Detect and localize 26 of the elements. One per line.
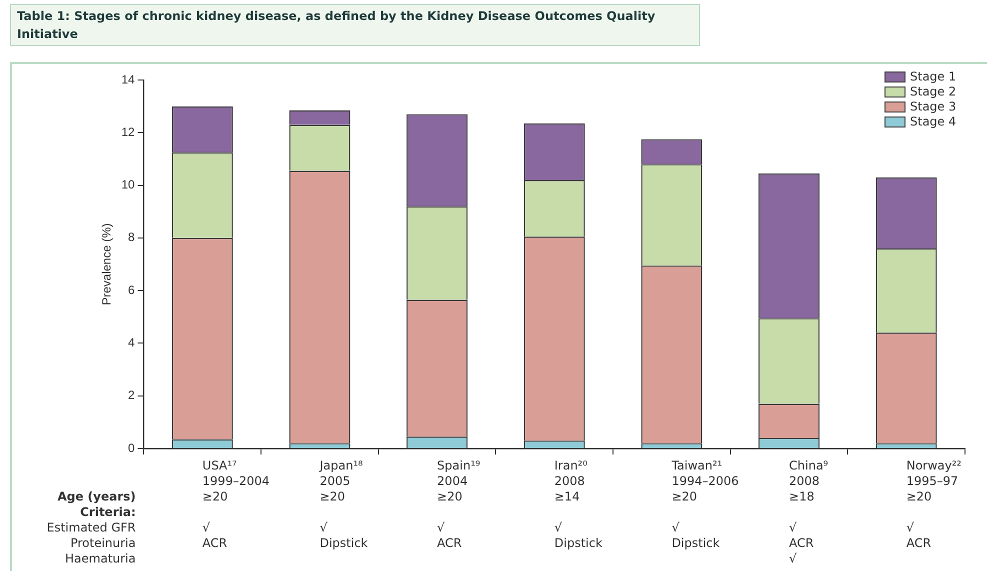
y-tick-label: 14: [121, 72, 136, 86]
category-label: Norway²² 1995–97 ≥20 √ ACR: [906, 458, 962, 550]
text: Proteinuria: [70, 536, 136, 550]
text: Estimated GFR: [46, 520, 136, 534]
y-tick-label: 6: [128, 282, 136, 297]
text: Age (years): [57, 489, 136, 504]
y-tick-label: 12: [121, 124, 136, 139]
text: Haematuria: [65, 551, 136, 566]
chart-title: Table 1: Stages of chronic kidney disease, as defined by the Kidney Disease Outcomes Quality Initiative: [10, 4, 700, 46]
category-label: Spain¹⁹ 2004 ≥20 √ ACR: [437, 458, 480, 550]
y-tick-label: 0: [128, 440, 136, 455]
category-label: China⁹ 2008 ≥18 √ ACR √: [789, 458, 828, 566]
legend-label: Stage 2: [910, 84, 956, 99]
category-label: Japan¹⁸ 2005 ≥20 √ Dipstick: [320, 458, 368, 550]
y-tick-label: 2: [128, 388, 136, 402]
legend-label: Stage 4: [910, 114, 956, 129]
legend-label: Stage 3: [910, 100, 956, 114]
y-tick-label: 8: [128, 230, 136, 244]
category-label: Taiwan²¹ 1994–2006 ≥20 √ Dipstick: [672, 458, 739, 550]
y-tick-label: 4: [128, 336, 136, 350]
y-axis-title: Prevalence (%): [100, 223, 114, 306]
category-label: Iran²⁰ 2008 ≥14 √ Dipstick: [554, 458, 602, 550]
legend-label: Stage 1: [910, 70, 956, 84]
category-label: USA¹⁷ 1999–2004 ≥20 √ ACR: [202, 458, 270, 550]
text: Criteria:: [80, 504, 136, 519]
y-tick-label: 10: [121, 178, 136, 192]
